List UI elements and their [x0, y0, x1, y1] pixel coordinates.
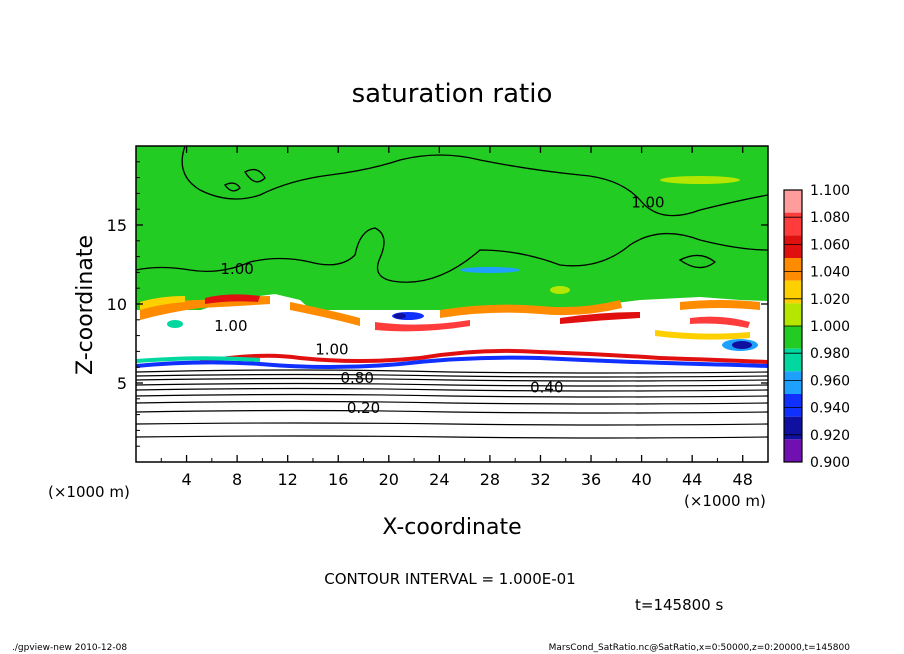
colorbar-label: 0.920 [810, 428, 850, 444]
colorbar-swatch [784, 394, 802, 417]
colorbar-label: 0.960 [810, 373, 850, 389]
colorbar-label: 1.040 [810, 265, 850, 281]
x-tick-label: 44 [682, 470, 702, 489]
patch-cyan-1 [167, 320, 183, 328]
y-tick-label: 5 [117, 374, 127, 393]
colorbar-swatch [784, 280, 802, 304]
band-orange [140, 296, 270, 320]
upper-contours [135, 145, 769, 283]
patch-navy-1 [394, 313, 406, 319]
field-saturated-region [136, 146, 768, 316]
colorbar-label: 0.940 [810, 401, 850, 417]
colorbar-label: 1.020 [810, 292, 850, 308]
contour-label: 0.40 [530, 378, 563, 396]
band-red-4 [690, 316, 750, 328]
x-tick-label: 28 [480, 470, 500, 489]
colorbar-swatch [784, 348, 802, 372]
colorbar-swatch [784, 258, 802, 281]
contour-labels: 1.00 1.00 1.00 1.00 0.80 0.40 0.20 [214, 194, 665, 417]
y-tick-label: 15 [107, 216, 127, 235]
x-tick-label: 40 [631, 470, 651, 489]
colorbar-swatch [784, 326, 802, 349]
band-red-2 [375, 320, 470, 332]
colorbar-swatch [784, 416, 802, 440]
x-tick-label: 48 [733, 470, 753, 489]
patch-navy-2 [732, 341, 752, 349]
band-orange-4 [680, 300, 760, 310]
y-axis-ticks: 5 10 15 [107, 161, 768, 447]
band-base-red [200, 348, 768, 364]
colorbar-swatch [784, 439, 802, 462]
colorbar-label: 0.980 [810, 346, 850, 362]
colorbar-swatch [784, 212, 802, 236]
colorbar-label: 0.900 [810, 455, 850, 471]
band-yellow-2 [655, 330, 750, 340]
time-label: t=145800 s [635, 596, 723, 614]
x-tick-label: 32 [530, 470, 550, 489]
x-axis-ticks: 4 8 12 16 20 24 28 32 36 40 44 48 [160, 146, 753, 489]
colorbar-swatch [784, 235, 802, 258]
x-tick-label: 4 [181, 470, 191, 489]
patch-yellow-top [660, 176, 740, 184]
x-tick-label: 24 [429, 470, 449, 489]
band-orange-3 [440, 300, 622, 318]
chart-title: saturation ratio [352, 79, 553, 109]
band-red [205, 294, 260, 304]
x-axis-label: X-coordinate [382, 515, 521, 540]
x-tick-label: 12 [278, 470, 298, 489]
x-tick-label: 8 [232, 470, 242, 489]
contour-field [135, 145, 769, 463]
band-base-cyan [136, 356, 260, 363]
contour-interval-label: CONTOUR INTERVAL = 1.000E-01 [324, 570, 575, 588]
band-base-blue [136, 355, 768, 369]
footer-left: ./gpview-new 2010-12-08 [12, 643, 127, 653]
x-tick-label: 20 [379, 470, 399, 489]
x-tick-label: 16 [328, 470, 348, 489]
colorbar-label: 1.080 [810, 210, 850, 226]
colorbar-label: 1.060 [810, 237, 850, 253]
y-unit-label: (×1000 m) [48, 483, 130, 501]
band-orange-2 [290, 302, 360, 326]
lower-contours [135, 369, 769, 439]
patch-blue-2 [460, 267, 520, 273]
patch-cyan-2 [550, 286, 570, 294]
y-axis-label: Z-coordinate [73, 235, 98, 375]
y-tick-label: 10 [107, 295, 127, 314]
band-red-3 [560, 312, 640, 324]
colorbar-swatch [784, 190, 802, 213]
x-unit-label: (×1000 m) [684, 492, 766, 510]
contour-label: 0.20 [347, 399, 380, 417]
contour-label: 1.00 [631, 194, 664, 212]
contour-label: 1.00 [214, 317, 247, 335]
colorbar-swatch [784, 371, 802, 394]
colorbar-swatch [784, 303, 802, 326]
contour-label: 1.00 [220, 260, 253, 278]
band-yellow [140, 296, 185, 310]
colorbar: 1.100 1.080 1.060 1.040 1.020 1.000 0.980 0.960… [783, 183, 850, 471]
contour-label: 0.80 [340, 369, 373, 387]
footer-right: MarsCond_SatRatio.nc@SatRatio,x=0:50000,… [549, 643, 851, 653]
colorbar-label: 1.000 [810, 319, 850, 335]
colorbar-label: 1.100 [810, 183, 850, 199]
contour-label: 1.00 [315, 341, 348, 359]
x-tick-label: 36 [581, 470, 601, 489]
